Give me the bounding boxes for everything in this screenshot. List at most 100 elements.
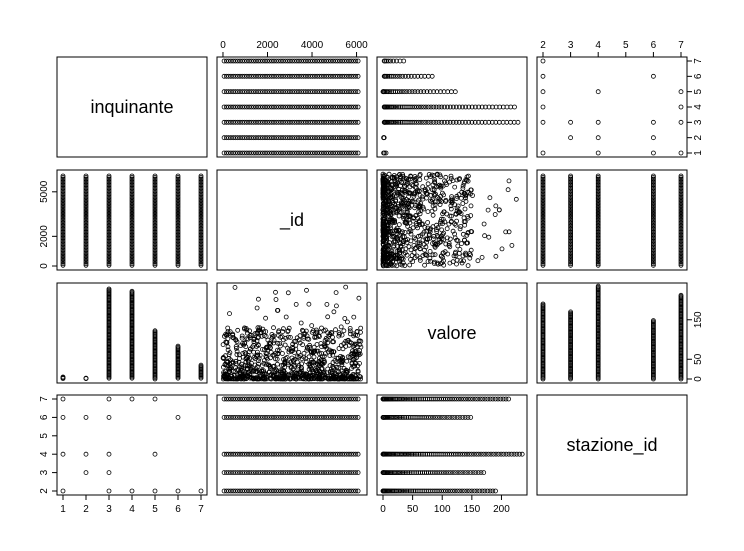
point-stazione-vs-valore <box>457 451 463 457</box>
point-id-vs-valore <box>423 175 429 181</box>
y-tick-label: 3 <box>693 119 704 125</box>
point-id-vs-inquinante <box>175 235 181 241</box>
point-stazione-vs-valore <box>438 488 444 494</box>
point-inquinante-vs-id <box>246 58 252 64</box>
point-id-vs-inquinante <box>198 218 204 224</box>
point-stazione-vs-id <box>221 451 227 457</box>
point-id-vs-valore <box>420 237 426 243</box>
point-stazione-vs-valore <box>402 470 407 476</box>
point-id-vs-inquinante <box>152 191 158 197</box>
point-inquinante-vs-id <box>355 89 361 95</box>
point-inquinante-vs-id <box>262 73 268 79</box>
point-stazione-vs-id <box>230 414 236 420</box>
point-valore-vs-id <box>256 334 261 340</box>
point-stazione-vs-valore <box>437 414 443 420</box>
point-id-vs-stazione <box>568 199 573 205</box>
point-id-vs-inquinante <box>83 178 89 183</box>
point-id-vs-inquinante <box>60 240 66 246</box>
point-inquinante-vs-id <box>337 150 343 156</box>
point-inquinante-vs-id <box>228 150 234 156</box>
point-inquinante-vs-stazione <box>651 73 656 79</box>
point-id-vs-inquinante <box>129 199 135 205</box>
point-stazione-vs-valore <box>514 451 520 457</box>
point-id-vs-inquinante <box>83 217 89 223</box>
point-inquinante-vs-id <box>262 150 268 156</box>
point-id-vs-valore <box>415 225 421 231</box>
point-inquinante-vs-id <box>244 119 250 125</box>
point-inquinante-vs-id <box>292 150 297 156</box>
point-id-vs-valore <box>394 193 399 199</box>
point-id-vs-stazione <box>678 234 684 239</box>
point-inquinante-vs-id <box>294 89 300 95</box>
point-id-vs-inquinante <box>83 224 89 230</box>
point-id-vs-inquinante <box>106 205 112 211</box>
point-valore-vs-id <box>255 296 261 302</box>
point-id-vs-valore <box>438 239 444 245</box>
point-inquinante-vs-id <box>337 119 343 125</box>
point-id-vs-inquinante <box>83 214 89 220</box>
point-id-vs-valore <box>411 235 417 241</box>
point-id-vs-stazione <box>595 200 601 206</box>
point-inquinante-vs-id <box>246 73 252 79</box>
point-inquinante-vs-valore <box>428 104 434 110</box>
point-valore-vs-id <box>322 341 328 347</box>
point-id-vs-inquinante <box>198 211 204 217</box>
point-inquinante-vs-id <box>260 89 266 95</box>
point-stazione-vs-valore <box>409 488 415 494</box>
panel-frame <box>56 282 208 384</box>
point-stazione-vs-id <box>301 470 307 476</box>
point-valore-vs-id <box>301 350 307 356</box>
point-id-vs-stazione <box>678 232 684 238</box>
point-id-vs-stazione <box>651 252 656 258</box>
point-id-vs-inquinante <box>129 250 135 256</box>
point-inquinante-vs-id <box>323 58 329 64</box>
point-id-vs-inquinante <box>60 206 66 212</box>
point-stazione-vs-id <box>242 451 247 457</box>
y-tick-label: 6 <box>39 414 50 420</box>
point-stazione-vs-valore <box>477 396 483 402</box>
point-inquinante-vs-stazione <box>568 119 573 125</box>
point-id-vs-inquinante <box>83 190 89 196</box>
point-id-vs-stazione <box>678 194 684 200</box>
point-id-vs-valore <box>440 250 446 256</box>
point-id-vs-inquinante <box>175 247 181 253</box>
point-stazione-vs-id <box>226 396 232 402</box>
point-stazione-vs-id <box>294 451 300 457</box>
point-valore-vs-id <box>357 360 362 366</box>
point-id-vs-valore <box>416 197 422 203</box>
point-stazione-vs-id <box>330 451 336 457</box>
point-id-vs-stazione <box>678 197 684 203</box>
point-id-vs-inquinante <box>60 208 66 214</box>
point-inquinante-vs-valore <box>402 73 408 79</box>
point-stazione-vs-valore <box>426 414 431 420</box>
point-stazione-vs-valore <box>399 414 404 420</box>
point-inquinante-vs-stazione <box>651 119 656 125</box>
point-stazione-vs-id <box>294 396 300 402</box>
point-id-vs-stazione <box>540 249 546 255</box>
point-inquinante-vs-id <box>264 73 270 79</box>
point-id-vs-inquinante <box>175 221 181 227</box>
point-id-vs-stazione <box>595 178 601 183</box>
point-stazione-vs-id <box>271 470 277 476</box>
point-id-vs-stazione <box>595 240 601 246</box>
point-stazione-vs-id <box>287 488 293 494</box>
point-valore-vs-id <box>223 331 229 337</box>
point-inquinante-vs-id <box>251 104 257 110</box>
point-id-vs-inquinante <box>83 187 89 193</box>
point-stazione-vs-valore <box>412 451 418 457</box>
point-stazione-vs-id <box>301 396 307 402</box>
point-id-vs-inquinante <box>106 197 112 203</box>
point-stazione-vs-inquinante <box>175 488 181 494</box>
point-id-vs-stazione <box>568 244 573 250</box>
point-id-vs-inquinante <box>106 235 112 241</box>
point-id-vs-stazione <box>678 193 684 199</box>
point-stazione-vs-id <box>282 488 288 494</box>
point-id-vs-inquinante <box>83 259 89 265</box>
y-tick-label: 4 <box>693 104 704 110</box>
point-inquinante-vs-id <box>228 104 234 110</box>
point-valore-vs-id <box>306 301 312 307</box>
point-inquinante-vs-id <box>269 89 275 95</box>
point-id-vs-stazione <box>568 226 573 232</box>
point-id-vs-inquinante <box>175 202 181 208</box>
point-inquinante-vs-valore <box>385 58 391 64</box>
